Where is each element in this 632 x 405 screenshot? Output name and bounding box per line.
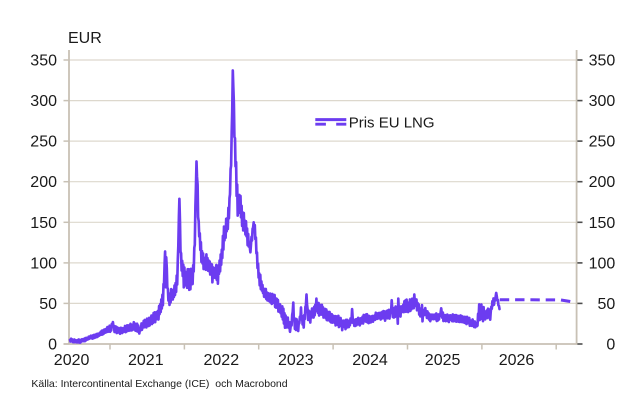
svg-text:100: 100	[589, 255, 616, 272]
svg-text:2022: 2022	[204, 352, 240, 369]
svg-text:50: 50	[39, 296, 57, 313]
svg-text:2023: 2023	[278, 352, 314, 369]
svg-text:250: 250	[589, 134, 616, 151]
svg-text:200: 200	[589, 174, 616, 191]
svg-text:150: 150	[30, 215, 57, 232]
svg-text:2025: 2025	[425, 352, 461, 369]
svg-text:200: 200	[30, 174, 57, 191]
svg-text:300: 300	[589, 93, 616, 110]
svg-text:2026: 2026	[499, 352, 535, 369]
svg-text:2024: 2024	[352, 352, 388, 369]
svg-text:0: 0	[606, 337, 615, 354]
svg-text:300: 300	[30, 93, 57, 110]
svg-text:350: 350	[30, 53, 57, 70]
svg-text:2021: 2021	[128, 352, 164, 369]
svg-text:EUR: EUR	[68, 30, 102, 47]
svg-text:0: 0	[48, 337, 57, 354]
svg-text:Källa: Intercontinental Exchan: Källa: Intercontinental Exchange (ICE) o…	[31, 378, 287, 390]
svg-text:Pris EU LNG: Pris EU LNG	[349, 115, 435, 132]
svg-text:350: 350	[589, 53, 616, 70]
svg-text:250: 250	[30, 134, 57, 151]
svg-text:100: 100	[30, 255, 57, 272]
svg-text:150: 150	[589, 215, 616, 232]
svg-text:50: 50	[598, 296, 616, 313]
svg-text:2020: 2020	[54, 352, 90, 369]
